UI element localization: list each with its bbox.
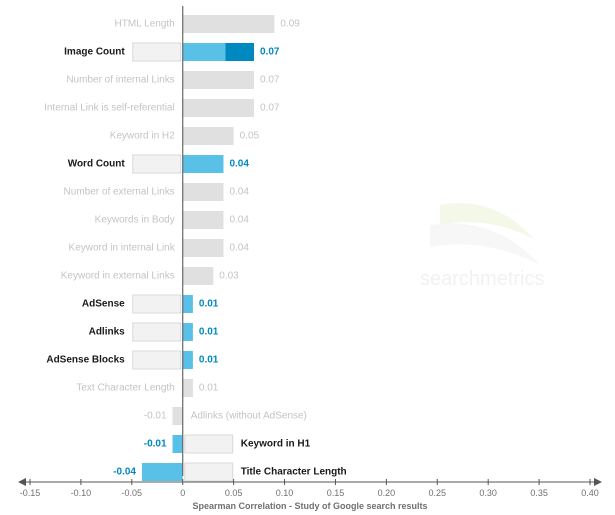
bar-value: 0.03: [219, 271, 239, 282]
bar-placeholder: [133, 351, 181, 369]
bar-placeholder: [133, 295, 181, 313]
correlation-bar-chart: searchmetrics HTML Length 0.09 Image Count 0…: [0, 0, 615, 515]
x-tick-label: 0.30: [479, 488, 497, 498]
bar-label: Title Character Length: [241, 467, 347, 478]
bar: [183, 71, 254, 89]
bar-label: Number of external Links: [64, 187, 175, 198]
bar: [183, 155, 224, 173]
bar-value: 0.05: [240, 131, 260, 142]
bar: [173, 435, 183, 453]
x-tick-label: 0: [180, 488, 185, 498]
x-tick-label: 0.15: [327, 488, 345, 498]
bar-label: Adlinks: [89, 327, 126, 338]
x-axis-title: Spearman Correlation - Study of Google s…: [192, 501, 427, 511]
x-tick-label: 0.10: [276, 488, 294, 498]
bar-value: 0.04: [229, 215, 249, 226]
bar-label: Keyword in H2: [110, 131, 175, 142]
bar-value: 0.07: [260, 103, 280, 114]
x-tick-label: 0.25: [429, 488, 447, 498]
bar: [183, 127, 234, 145]
bar: [183, 267, 214, 285]
bar-value: 0.01: [199, 299, 219, 310]
bar: [183, 323, 193, 341]
bar: [183, 351, 193, 369]
bar-value: 0.07: [260, 75, 280, 86]
bar-value: 0.04: [229, 243, 249, 254]
bar: [183, 295, 193, 313]
bar-placeholder: [185, 435, 233, 453]
bar-value: -0.04: [113, 467, 136, 478]
bar-label: Word Count: [68, 159, 126, 170]
bar-label: Adlinks (without AdSense): [191, 411, 307, 422]
bar-placeholder: [185, 463, 233, 481]
bar: [183, 99, 254, 117]
bar-label: Keywords in Body: [95, 215, 175, 226]
bar: [183, 239, 224, 257]
x-tick-label: 0.35: [530, 488, 548, 498]
x-tick-label: 0.05: [225, 488, 243, 498]
bar-label: Text Character Length: [76, 383, 174, 394]
bar-label: Number of internal Links: [66, 75, 174, 86]
bar-label: Keyword in H1: [241, 439, 311, 450]
bar-label: Keyword in internal Link: [69, 243, 176, 254]
bar: [183, 379, 193, 397]
bar: [183, 15, 275, 33]
bar: [173, 407, 183, 425]
bar-value: -0.01: [144, 411, 167, 422]
bar-dark-segment: [225, 43, 254, 61]
bar-value: 0.01: [199, 383, 219, 394]
bar-value: 0.07: [260, 47, 280, 58]
bar-label: AdSense: [82, 299, 125, 310]
bar-placeholder: [133, 323, 181, 341]
x-tick-label: 0.40: [581, 488, 599, 498]
x-tick-label: -0.15: [20, 488, 41, 498]
bar-value: -0.01: [144, 439, 167, 450]
bar-value: 0.01: [199, 327, 219, 338]
x-tick-label: 0.20: [378, 488, 396, 498]
bar-label: Image Count: [64, 47, 125, 58]
x-tick-label: -0.10: [71, 488, 92, 498]
bar-value: 0.04: [229, 187, 249, 198]
bar-label: Internal Link is self-referential: [44, 103, 175, 114]
bar-placeholder: [133, 43, 181, 61]
bar: [183, 183, 224, 201]
watermark-text: searchmetrics: [420, 268, 544, 290]
bar: [142, 463, 183, 481]
bar-label: AdSense Blocks: [46, 355, 125, 366]
bar: [183, 211, 224, 229]
bar-placeholder: [133, 155, 181, 173]
bar-label: HTML Length: [115, 19, 175, 30]
bar-value: 0.09: [280, 19, 300, 30]
bar-value: 0.04: [229, 159, 249, 170]
bar-value: 0.01: [199, 355, 219, 366]
x-tick-label: -0.05: [122, 488, 143, 498]
bar-label: Keyword in external Links: [61, 271, 175, 282]
